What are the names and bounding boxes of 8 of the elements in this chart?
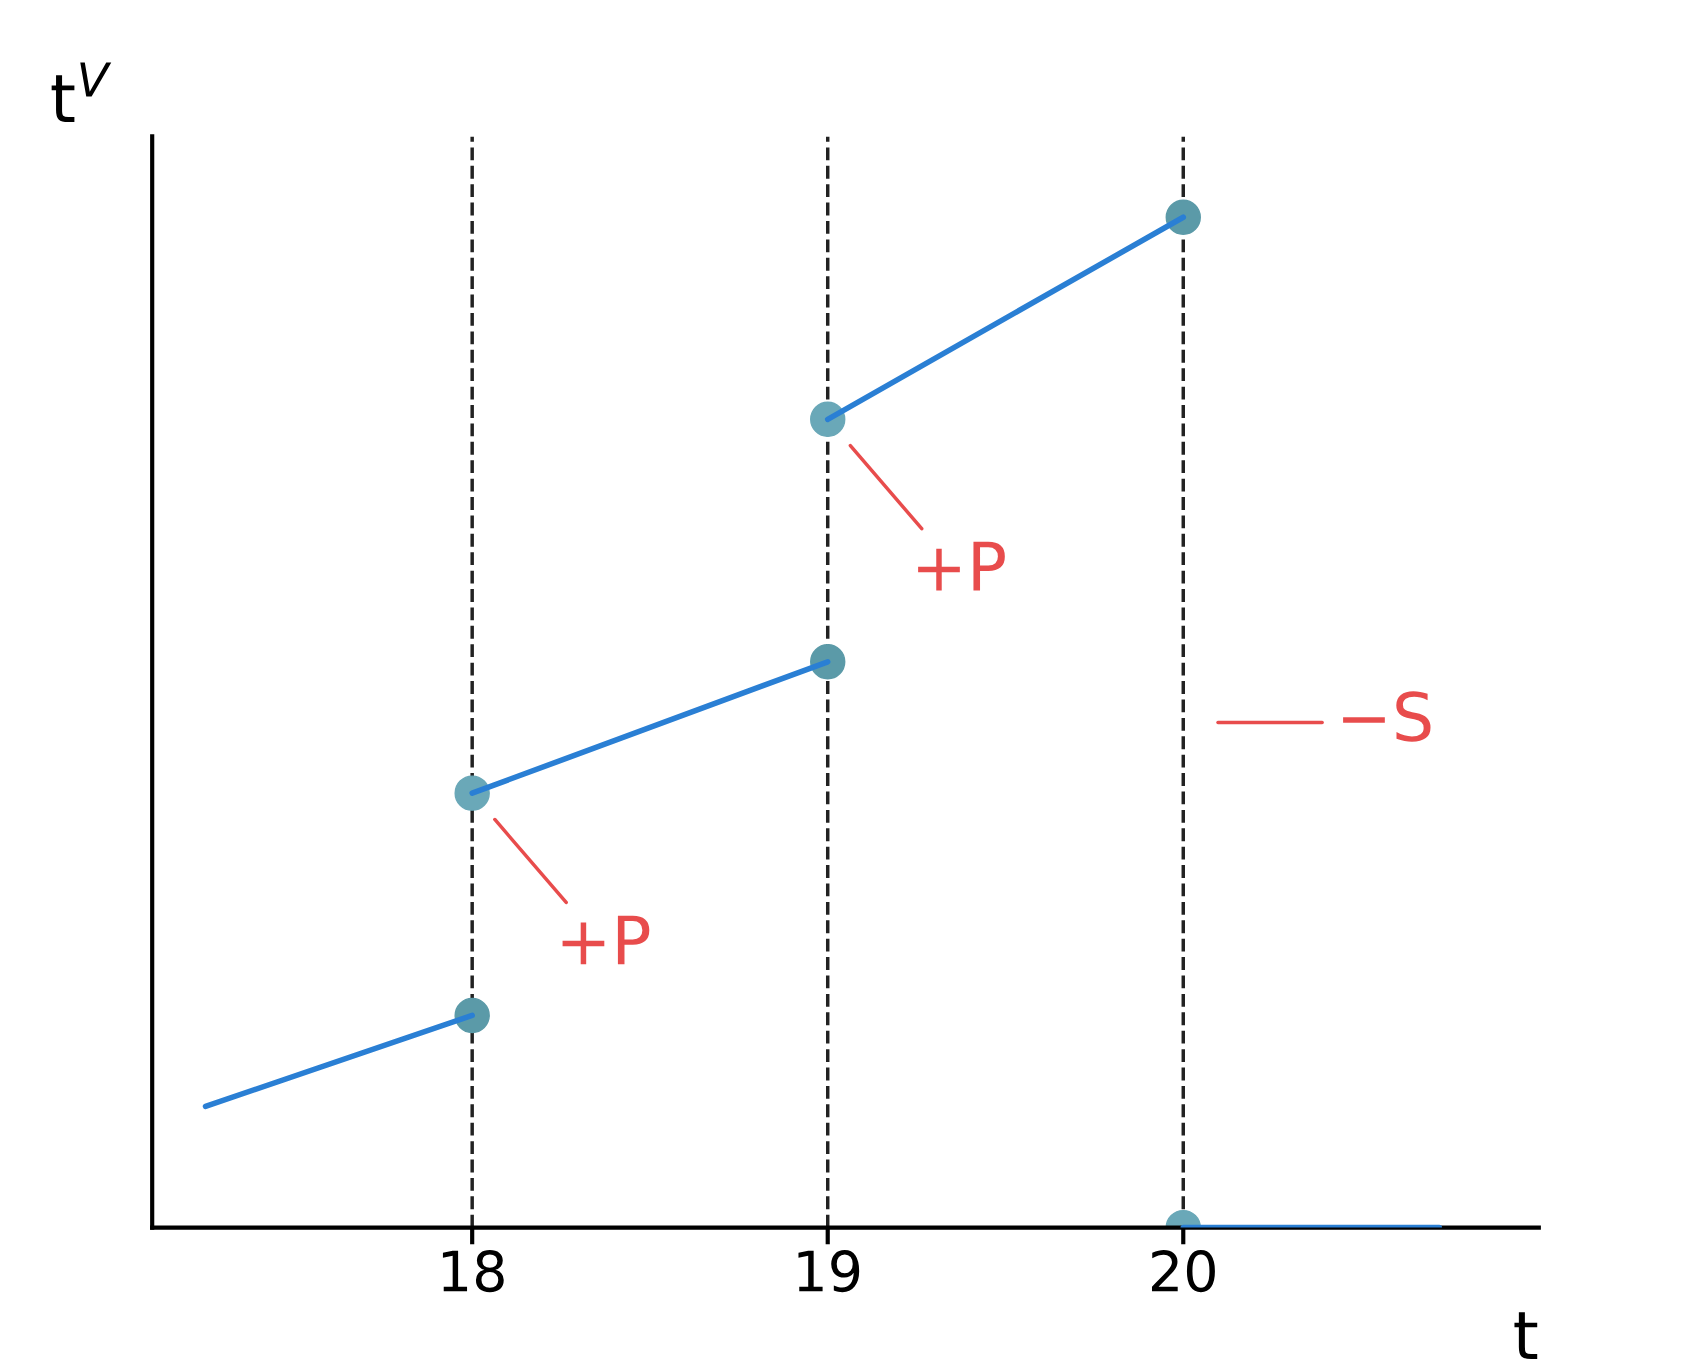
- y-axis-title: t$^{V}$: [51, 62, 112, 123]
- x-tick-label: 18: [442, 1250, 504, 1293]
- x-tick-label: 19: [798, 1250, 860, 1293]
- annotation: +P: [562, 915, 650, 965]
- annotation: −S: [1343, 691, 1431, 742]
- annotation: +P: [918, 541, 1005, 591]
- x-tick-label: 20: [1151, 1250, 1215, 1293]
- x-axis-title: t: [1514, 1312, 1538, 1360]
